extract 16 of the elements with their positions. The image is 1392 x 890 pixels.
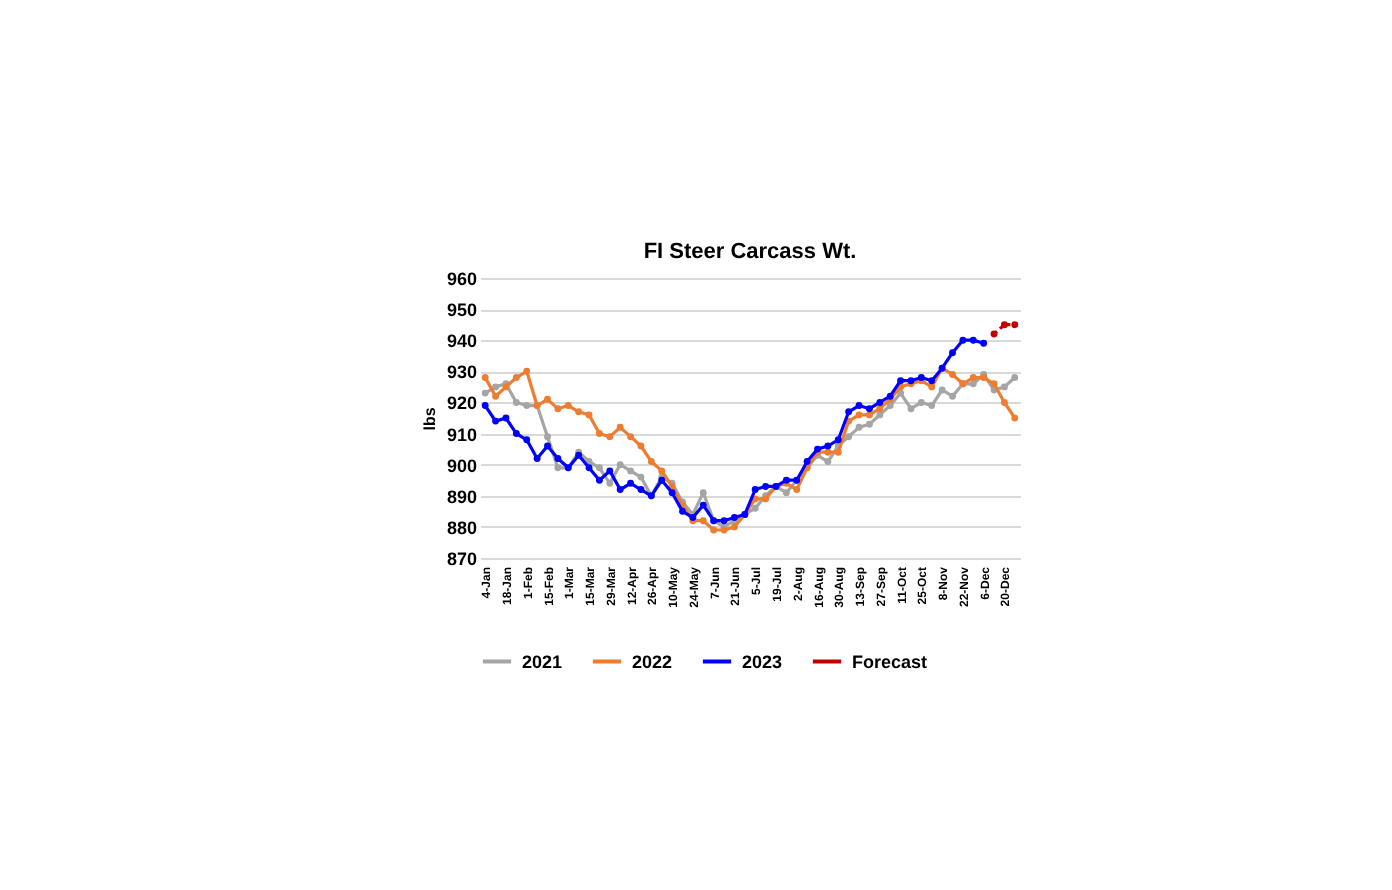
y-tick-label: 930 [446,362,477,383]
y-tick-label: 870 [446,549,477,569]
legend-label: 2021 [522,651,563,672]
legend-label: Forecast [852,651,928,672]
y-tick-label: 880 [446,517,477,538]
y-tick-label: 950 [446,300,477,321]
y-axis-title: lbs [420,406,439,431]
legend-label: 2022 [632,651,673,672]
y-tick-label: 940 [446,331,477,352]
y-tick-label: 920 [446,393,477,414]
legend-label: 2023 [742,651,783,672]
chart-title: FI Steer Carcass Wt. [643,240,857,264]
y-tick-label: 960 [446,269,477,289]
y-tick-label: 910 [446,424,477,445]
y-tick-label: 900 [446,455,477,476]
y-tick-label: 890 [446,486,477,507]
